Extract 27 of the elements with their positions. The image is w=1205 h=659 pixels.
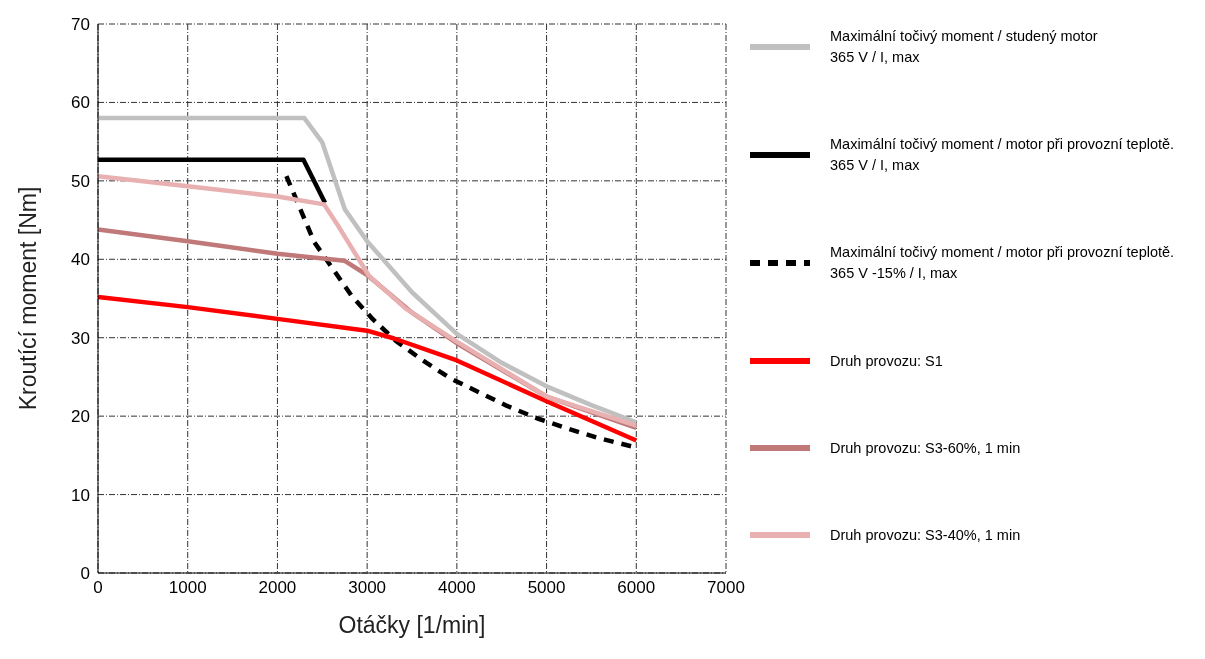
x-tick-label: 3000 (348, 578, 387, 598)
x-tick-label: 4000 (437, 578, 476, 598)
y-axis-title: Kroutící moment [Nm] (15, 186, 42, 411)
y-tick-label: 0 (80, 564, 90, 584)
x-tick-label: 0 (93, 578, 103, 598)
line-series (98, 294, 639, 443)
x-tick-label: 2000 (258, 578, 297, 598)
x-tick-label: 7000 (707, 578, 745, 598)
line-series (98, 115, 639, 425)
line-series (98, 173, 639, 428)
y-tick-label: 60 (71, 93, 90, 113)
y-tick-label: 50 (71, 171, 90, 191)
legend-label: Druh provozu: S1 (830, 351, 943, 371)
x-tick-label: 5000 (527, 578, 566, 598)
legend-label: Maximální točivý moment / motor při provozní teplotě. 365 V -15% / I, max (830, 243, 1175, 284)
legend-label: Maximální točivý moment / studený motor 365 V / I, max (830, 27, 1098, 67)
legend-label: Druh provozu: S3-60%, 1 min (830, 438, 1021, 458)
legend-label: Druh provozu: S3-40%, 1 min (830, 526, 1021, 545)
y-tick-label: 70 (71, 15, 90, 35)
y-tick-label: 10 (71, 485, 90, 505)
y-tick-label: 20 (71, 407, 90, 427)
x-tick-label: 1000 (168, 578, 207, 598)
y-tick-label: 40 (71, 250, 90, 270)
y-tick-label: 30 (71, 328, 90, 348)
legend-label: Maximální točivý moment / motor při provozní teplotě. 365 V / I, max (830, 135, 1175, 176)
x-tick-label: 6000 (617, 578, 656, 598)
x-axis-title: Otáčky [1/min] (338, 612, 486, 638)
